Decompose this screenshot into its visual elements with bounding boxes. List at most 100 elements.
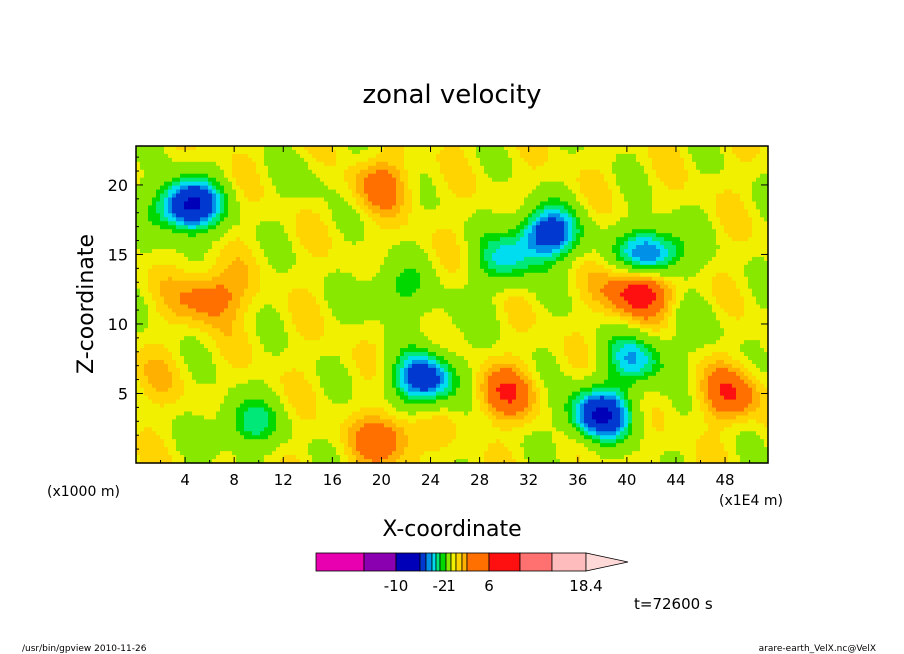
field-cell: [472, 237, 477, 242]
field-cell: [380, 185, 385, 191]
field-cell: [656, 249, 661, 254]
field-cell: [688, 260, 693, 266]
field-cell: [672, 185, 677, 191]
field-cell: [204, 189, 209, 195]
field-cell: [420, 237, 425, 242]
field-cell: [368, 205, 373, 210]
field-cell: [476, 165, 481, 171]
field-cell: [544, 146, 549, 151]
field-cell: [648, 217, 653, 222]
field-cell: [352, 201, 357, 207]
field-cell: [404, 205, 409, 210]
field-cell: [588, 256, 593, 262]
field-cell: [536, 252, 541, 258]
field-cell: [436, 225, 441, 230]
field-cell: [620, 146, 625, 151]
field-cell: [624, 241, 629, 246]
field-cell: [176, 260, 181, 266]
field-cell: [420, 241, 425, 246]
field-cell: [520, 233, 525, 238]
field-cell: [708, 229, 713, 234]
field-cell: [424, 264, 429, 270]
field-cell: [456, 245, 461, 250]
field-cell: [408, 189, 413, 195]
field-cell: [624, 217, 629, 222]
field-cell: [352, 189, 357, 195]
field-cell: [476, 217, 481, 222]
field-cell: [536, 213, 541, 218]
field-cell: [568, 217, 573, 222]
field-cell: [544, 241, 549, 246]
field-cell: [540, 221, 545, 226]
field-cell: [168, 201, 173, 207]
field-cell: [436, 165, 441, 171]
field-cell: [624, 252, 629, 258]
field-cell: [364, 213, 369, 218]
field-cell: [212, 256, 217, 262]
field-cell: [668, 197, 673, 203]
field-cell: [512, 181, 517, 187]
field-cell: [272, 241, 277, 246]
field-cell: [584, 252, 589, 258]
field-cell: [508, 205, 513, 210]
field-cell: [668, 181, 673, 187]
field-cell: [392, 241, 397, 246]
field-cell: [600, 221, 605, 226]
field-cell: [328, 260, 333, 266]
field-cell: [496, 165, 501, 171]
field-cell: [580, 165, 585, 171]
field-cell: [416, 209, 421, 214]
field-cell: [712, 146, 717, 151]
field-cell: [172, 209, 177, 214]
field-cell: [544, 153, 549, 159]
field-cell: [168, 225, 173, 230]
field-cell: [160, 229, 165, 234]
field-cell: [348, 229, 353, 234]
field-cell: [284, 169, 289, 175]
field-cell: [444, 177, 449, 183]
field-cell: [484, 249, 489, 254]
field-cell: [732, 177, 737, 183]
field-cell: [600, 177, 605, 183]
field-cell: [296, 157, 301, 163]
field-cell: [596, 241, 601, 246]
field-cell: [648, 197, 653, 203]
field-cell: [380, 217, 385, 222]
field-cell: [560, 146, 565, 151]
field-cell: [424, 260, 429, 266]
field-cell: [648, 201, 653, 207]
field-cell: [320, 149, 325, 155]
field-cell: [144, 153, 149, 159]
field-cell: [432, 268, 437, 274]
field-cell: [220, 229, 225, 234]
field-cell: [312, 213, 317, 218]
field-cell: [156, 165, 161, 171]
field-cell: [640, 181, 645, 187]
field-cell: [736, 213, 741, 218]
field-cell: [304, 157, 309, 163]
field-cell: [240, 229, 245, 234]
field-cell: [428, 252, 433, 258]
field-cell: [620, 241, 625, 246]
field-cell: [284, 197, 289, 203]
field-cell: [180, 217, 185, 222]
field-cell: [356, 173, 361, 179]
field-cell: [348, 268, 353, 274]
field-cell: [224, 252, 229, 258]
field-cell: [520, 149, 525, 155]
field-cell: [256, 201, 261, 207]
field-cell: [436, 249, 441, 254]
field-cell: [324, 237, 329, 242]
field-cell: [244, 213, 249, 218]
field-cell: [216, 268, 221, 274]
field-cell: [528, 149, 533, 155]
field-cell: [448, 201, 453, 207]
field-cell: [596, 193, 601, 199]
field-cell: [744, 217, 749, 222]
field-cell: [448, 185, 453, 191]
field-cell: [540, 185, 545, 191]
field-cell: [400, 173, 405, 179]
field-cell: [756, 245, 761, 250]
field-cell: [732, 229, 737, 234]
field-cell: [220, 201, 225, 207]
